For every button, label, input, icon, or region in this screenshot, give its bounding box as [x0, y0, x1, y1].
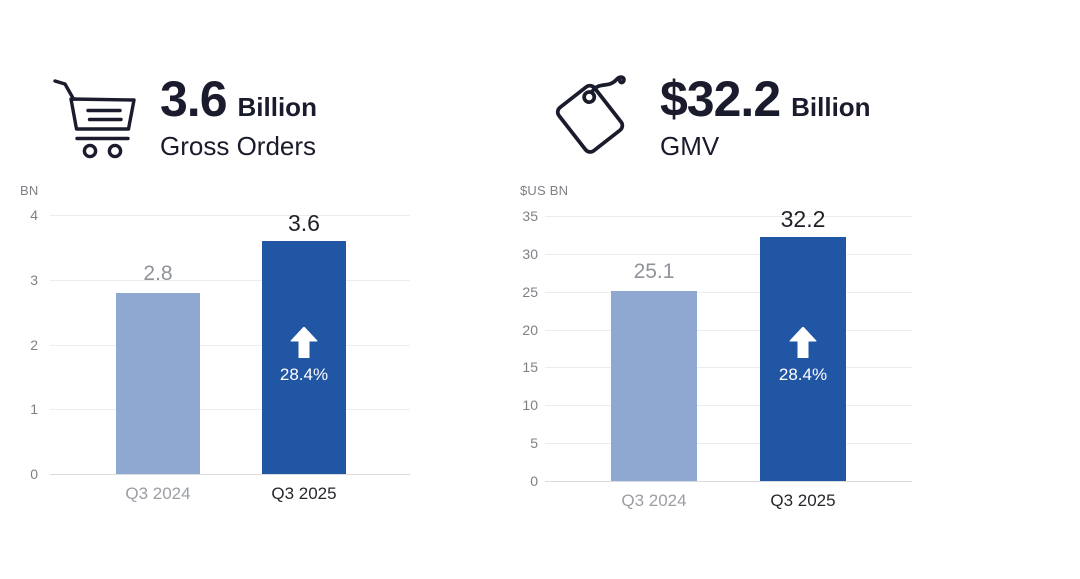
gmv-chart: $US BN 0 5 10 15 20 25 30 35 25.1 Q3 2024 32.2 Q3 20… [500, 180, 960, 540]
bar-q3-2025 [760, 237, 846, 481]
headline-value-row: 3.6 Billion [160, 74, 317, 124]
y-tick-label: 35 [522, 208, 538, 224]
headline-value-row: $32.2 Billion [660, 74, 871, 124]
y-tick-label: 5 [530, 435, 538, 452]
y-tick-label: 0 [530, 473, 538, 489]
y-tick-label: 1 [30, 401, 38, 418]
growth-annotation: 28.4% [262, 327, 346, 385]
up-arrow-icon [789, 327, 817, 359]
growth-percent-label: 28.4% [778, 365, 828, 385]
price-tag-icon [540, 62, 638, 165]
bar-category-label: Q3 2024 [125, 484, 191, 503]
y-tick-label: 4 [30, 207, 38, 223]
shopping-cart-icon [48, 74, 138, 167]
growth-percent-label: 28.4% [279, 365, 329, 385]
y-axis-unit-label: $US BN [520, 183, 569, 198]
bar-q3-2024 [116, 292, 200, 474]
gridline [545, 443, 912, 445]
bar-value-label: 25.1 [633, 260, 675, 283]
gridline [50, 474, 410, 475]
y-tick-label: 30 [522, 245, 538, 262]
bar-value-label: 32.2 [780, 206, 826, 233]
gross-orders-headline: 3.6 Billion Gross Orders [160, 74, 317, 162]
headline-unit: Billion [237, 92, 317, 122]
growth-annotation: 28.4% [760, 327, 846, 385]
y-tick-label: 2 [30, 336, 38, 353]
gridline [545, 481, 912, 482]
bar-category-label: Q3 2025 [271, 484, 337, 503]
bar-category-label: Q3 2024 [621, 491, 687, 510]
bar-category-label: Q3 2025 [770, 491, 836, 510]
y-tick-label: 25 [522, 283, 538, 300]
bar-q3-2024 [611, 291, 697, 481]
headline-value: $32.2 [660, 71, 781, 127]
bar-value-label: 3.6 [288, 209, 320, 236]
gridline [545, 405, 912, 407]
gridline [50, 279, 410, 281]
y-tick-label: 0 [30, 466, 38, 482]
gridline [50, 409, 410, 411]
gridline [50, 344, 410, 346]
y-tick-label: 3 [30, 271, 38, 288]
headline-label: Gross Orders [160, 131, 317, 161]
gridline [50, 215, 410, 216]
y-tick-label: 20 [522, 321, 538, 338]
gridline [545, 329, 912, 331]
up-arrow-icon [290, 327, 318, 359]
y-tick-label: 15 [522, 359, 538, 376]
gross-orders-chart: BN 0 1 2 3 4 2.8 Q3 2024 3.6 Q3 2025 28.4% [0, 180, 460, 540]
y-tick-label: 10 [522, 397, 538, 414]
y-axis-unit-label: BN [20, 183, 39, 198]
headline-value: 3.6 [160, 71, 228, 127]
gridline [545, 367, 912, 369]
gridline [545, 253, 912, 255]
gridline [545, 216, 912, 217]
headline-unit: Billion [791, 92, 871, 122]
gmv-headline: $32.2 Billion GMV [660, 74, 871, 162]
headline-label: GMV [660, 131, 720, 161]
gridline [545, 291, 912, 293]
bar-value-label: 2.8 [143, 261, 173, 285]
